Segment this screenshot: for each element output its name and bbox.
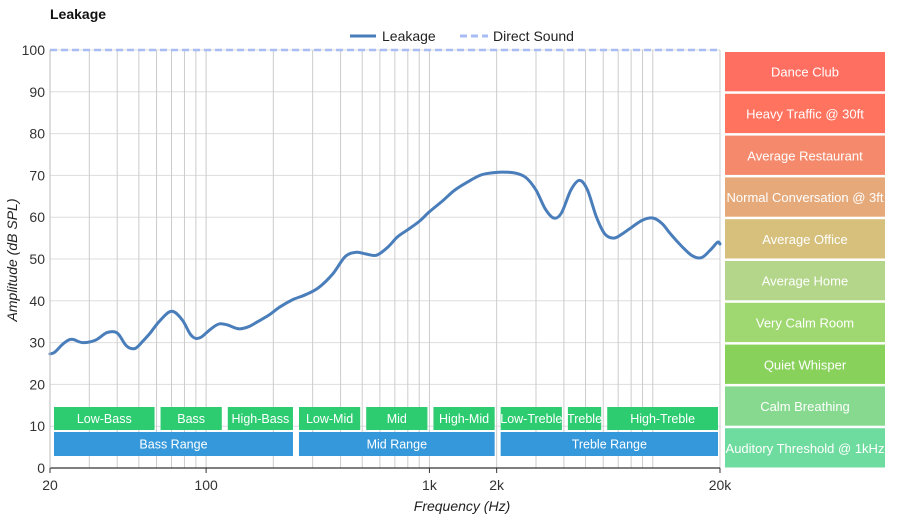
reference-level-8 bbox=[725, 386, 885, 426]
reference-level-label-8: Calm Breathing bbox=[760, 399, 850, 414]
band-label-1: Bass bbox=[177, 412, 205, 426]
series bbox=[48, 48, 722, 356]
band-label-3: Low-Mid bbox=[306, 412, 353, 426]
frequency-bands: Low-Bass Bass High-Bass Low-Mid Mid High-Mid L… bbox=[54, 407, 718, 456]
reference-level-label-9: Auditory Threshold @ 1kHz bbox=[726, 441, 885, 456]
reference-level-7 bbox=[725, 344, 885, 384]
y-tick-label: 20 bbox=[29, 376, 45, 392]
reference-level-5 bbox=[725, 261, 885, 301]
band-9 bbox=[54, 432, 293, 456]
band-label-9: Bass Range bbox=[139, 438, 207, 452]
band-label-5: High-Mid bbox=[439, 412, 489, 426]
band-2 bbox=[227, 407, 293, 430]
legend-direct-sound-label[interactable]: Direct Sound bbox=[493, 28, 574, 44]
x-tick-label: 100 bbox=[194, 477, 218, 493]
y-tick-label: 50 bbox=[29, 251, 45, 267]
legend: Leakage Direct Sound bbox=[350, 28, 574, 44]
band-1 bbox=[160, 407, 222, 430]
reference-levels: Dance Club Heavy Traffic @ 30ft Average Re… bbox=[725, 52, 885, 468]
reference-level-1 bbox=[725, 93, 885, 134]
reference-level-0 bbox=[725, 52, 885, 92]
chart-title: Leakage bbox=[50, 6, 106, 22]
y-tick-label: 90 bbox=[29, 84, 45, 100]
band-label-10: Mid Range bbox=[367, 438, 427, 452]
reference-level-label-6: Very Calm Room bbox=[756, 315, 854, 330]
reference-level-label-1: Heavy Traffic @ 30ft bbox=[746, 106, 864, 121]
reference-level-label-2: Average Restaurant bbox=[747, 148, 863, 163]
x-tick-label: 20k bbox=[709, 477, 733, 493]
band-6 bbox=[500, 407, 562, 430]
band-11 bbox=[500, 432, 718, 456]
y-tick-label: 70 bbox=[29, 167, 45, 183]
band-label-2: High-Bass bbox=[232, 412, 290, 426]
reference-level-2 bbox=[725, 135, 885, 175]
y-tick-label: 100 bbox=[22, 42, 46, 58]
series-leakage-line bbox=[48, 170, 722, 356]
band-8 bbox=[607, 407, 718, 430]
x-tick-label: 1k bbox=[422, 477, 438, 493]
reference-level-label-5: Average Home bbox=[762, 274, 848, 289]
band-3 bbox=[298, 407, 361, 430]
band-label-4: Mid bbox=[387, 412, 407, 426]
y-axis-label: Amplitude (dB SPL) bbox=[4, 199, 20, 323]
band-10 bbox=[298, 432, 495, 456]
y-tick-label: 60 bbox=[29, 209, 45, 225]
y-tick-label: 30 bbox=[29, 335, 45, 351]
reference-level-4 bbox=[725, 219, 885, 259]
axes: 0 10 20 30 40 50 60 70 80 90 100 20 100 1k 2k 20k bbox=[22, 42, 733, 493]
y-tick-label: 80 bbox=[29, 126, 45, 142]
x-tick-label: 20 bbox=[42, 477, 58, 493]
grid bbox=[49, 49, 721, 468]
x-tick-label: 2k bbox=[489, 477, 505, 493]
y-tick-label: 0 bbox=[37, 460, 45, 476]
reference-level-label-7: Quiet Whisper bbox=[764, 357, 847, 372]
band-0 bbox=[54, 407, 155, 430]
y-tick-label: 40 bbox=[29, 293, 45, 309]
y-tick-label: 10 bbox=[29, 418, 45, 434]
reference-level-label-4: Average Office bbox=[762, 232, 848, 247]
reference-level-3 bbox=[725, 177, 885, 217]
band-label-8: High-Treble bbox=[630, 412, 695, 426]
band-label-7: Treble bbox=[567, 412, 602, 426]
legend-leakage-label[interactable]: Leakage bbox=[382, 28, 436, 44]
band-7 bbox=[567, 407, 602, 430]
band-label-6: Low-Treble bbox=[500, 412, 562, 426]
band-4 bbox=[366, 407, 428, 430]
reference-level-9 bbox=[725, 428, 885, 468]
reference-level-label-3: Normal Conversation @ 3ft bbox=[727, 190, 884, 205]
band-label-11: Treble Range bbox=[572, 438, 647, 452]
reference-level-label-0: Dance Club bbox=[771, 65, 839, 80]
band-5 bbox=[433, 407, 495, 430]
reference-level-6 bbox=[725, 302, 885, 343]
band-label-0: Low-Bass bbox=[77, 412, 132, 426]
x-axis-label: Frequency (Hz) bbox=[414, 498, 510, 514]
